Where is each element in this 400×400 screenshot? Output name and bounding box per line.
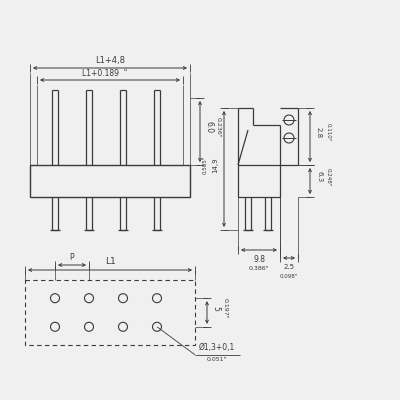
Text: 0.386": 0.386": [249, 266, 269, 272]
Text: 0.197": 0.197": [222, 298, 228, 319]
Text: 2.5: 2.5: [284, 264, 294, 270]
Text: L1+0.189  ": L1+0.189 ": [82, 70, 128, 78]
Text: 6.0: 6.0: [204, 122, 214, 134]
Text: 0.585": 0.585": [202, 156, 208, 174]
Text: 6.3: 6.3: [316, 171, 322, 183]
Text: 0.051": 0.051": [207, 357, 227, 362]
Bar: [30, 165, 190, 197]
Text: 0.110": 0.110": [326, 123, 330, 142]
Text: 14,9: 14,9: [212, 157, 218, 173]
Text: Ø1,3+0,1: Ø1,3+0,1: [199, 343, 235, 352]
Text: 2.8: 2.8: [316, 127, 322, 138]
Text: L1: L1: [105, 258, 115, 266]
Text: 9.8: 9.8: [253, 256, 265, 264]
Text: 0.248": 0.248": [326, 168, 330, 186]
Text: 0.236": 0.236": [216, 117, 220, 138]
Text: 5: 5: [212, 306, 220, 311]
Text: P: P: [70, 254, 74, 262]
Bar: [238, 165, 280, 197]
Text: 0.098": 0.098": [280, 274, 298, 278]
Text: L1+4,8: L1+4,8: [95, 56, 125, 64]
Bar: [25, 280, 195, 345]
